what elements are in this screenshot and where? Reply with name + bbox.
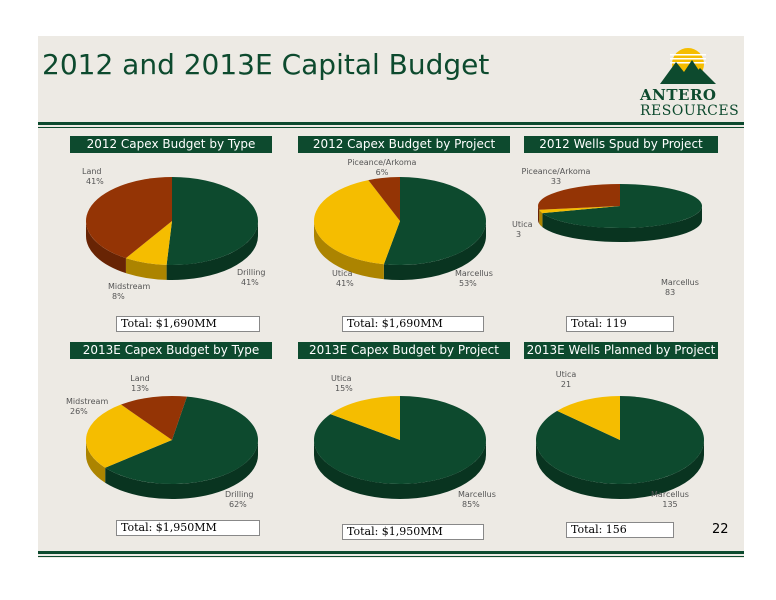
pie-side-6-1 — [536, 440, 704, 499]
pie-side-2-2 — [314, 221, 384, 280]
slice-value-3-2: 3 — [516, 230, 521, 239]
slice-label-4-3: Land — [130, 374, 150, 383]
slice-value-4-2: 26% — [70, 407, 88, 416]
slice-value-4-3: 13% — [131, 384, 149, 393]
pie-side-3-3 — [538, 206, 540, 224]
chart-title-2012-type: 2012 Capex Budget by Type — [70, 136, 272, 153]
pie-slice-3-3 — [538, 184, 620, 210]
slice-label-6-1: Marcellus — [651, 490, 689, 499]
page-title: 2012 and 2013E Capital Budget — [42, 48, 490, 81]
pie-slice-4-3 — [121, 395, 187, 440]
slice-value-1-2: 8% — [112, 292, 125, 301]
mountain-sun-icon — [660, 48, 716, 84]
slice-value-5-1: 85% — [462, 500, 480, 509]
total-2013-wells: Total: 156 — [566, 522, 674, 538]
slice-label-2-1: Marcellus — [455, 269, 493, 278]
total-2012-project: Total: $1,690MM — [342, 316, 484, 332]
pie-slice-3-1 — [542, 184, 702, 228]
pie-side-1-2 — [125, 258, 167, 280]
pie-side-4-1 — [105, 440, 258, 500]
total-2013-project: Total: $1,950MM — [342, 524, 484, 540]
slice-value-2-1: 53% — [459, 279, 477, 288]
slice-label-1-2: Midstream — [108, 282, 150, 291]
slice-label-5-2: Utica — [331, 374, 352, 383]
pie-slice-2-1 — [383, 177, 486, 265]
chart-title-2013-type: 2013E Capex Budget by Type — [70, 342, 272, 359]
pie-slice-5-2 — [330, 396, 400, 440]
pie-slice-1-1 — [166, 177, 258, 265]
slice-value-6-1: 135 — [662, 500, 677, 509]
slice-label-3-1: Marcellus — [661, 278, 699, 287]
pie-side-1-3 — [86, 221, 126, 274]
slice-label-1-1: Drilling — [237, 268, 266, 277]
slice-value-5-2: 15% — [335, 384, 353, 393]
footer-rule-thin — [38, 556, 744, 557]
title-rule-thick — [38, 122, 744, 125]
pie-side-1-1 — [166, 221, 258, 280]
slice-label-5-1: Marcellus — [458, 490, 496, 499]
slice-value-6-2: 21 — [561, 380, 571, 389]
pie-slice-1-2 — [125, 221, 172, 265]
pie-slice-2-3 — [368, 177, 400, 221]
pie-side-3-2 — [539, 209, 543, 228]
slice-label-6-2: Utica — [556, 370, 577, 379]
page-number: 22 — [712, 522, 729, 537]
slice-value-3-1: 83 — [665, 288, 675, 297]
slice-value-1-3: 41% — [86, 177, 104, 186]
footer-rule-thick — [38, 551, 744, 554]
total-2013-type: Total: $1,950MM — [116, 520, 260, 536]
chart-title-2012-wells: 2012 Wells Spud by Project — [524, 136, 718, 153]
slice-label-3-3: Piceance/Arkoma — [522, 167, 591, 176]
logo-line1: ANTERO — [640, 86, 717, 104]
slice-value-1-1: 41% — [241, 278, 259, 287]
pie-side-5-1 — [314, 440, 486, 499]
slice-label-1-3: Land — [82, 167, 102, 176]
pie-slice-4-1 — [105, 396, 258, 484]
pie-slice-6-1 — [536, 396, 705, 484]
pie-slice-6-2 — [557, 396, 620, 440]
pie-slice-2-2 — [313, 180, 400, 265]
slice-value-3-3: 33 — [551, 177, 561, 186]
slice-value-4-1: 62% — [229, 500, 247, 509]
slice-label-4-1: Drilling — [225, 490, 254, 499]
pie-side-3-1 — [542, 206, 702, 243]
chart-title-2013-wells: 2013E Wells Planned by Project — [524, 342, 718, 359]
pie-slice-4-2 — [85, 404, 172, 468]
logo-line2: RESOURCES — [640, 103, 740, 119]
slice-value-2-3: 6% — [376, 168, 389, 177]
slice-label-3-2: Utica — [512, 220, 533, 229]
total-2012-wells: Total: 119 — [566, 316, 674, 332]
pie-slice-1-3 — [85, 177, 172, 259]
slice-label-2-2: Utica — [332, 269, 353, 278]
antero-logo: ANTERO RESOURCES — [640, 46, 740, 119]
slice-value-2-2: 41% — [336, 279, 354, 288]
pie-side-2-1 — [383, 221, 486, 280]
pie-slice-3-2 — [539, 206, 620, 214]
chart-title-2012-project: 2012 Capex Budget by Project — [298, 136, 510, 153]
total-2012-type: Total: $1,690MM — [116, 316, 260, 332]
pie-side-4-2 — [86, 440, 106, 483]
slice-label-2-3: Piceance/Arkoma — [348, 158, 417, 167]
title-rule-thin — [38, 127, 744, 128]
chart-title-2013-project: 2013E Capex Budget by Project — [298, 342, 510, 359]
slice-label-4-2: Midstream — [66, 397, 108, 406]
